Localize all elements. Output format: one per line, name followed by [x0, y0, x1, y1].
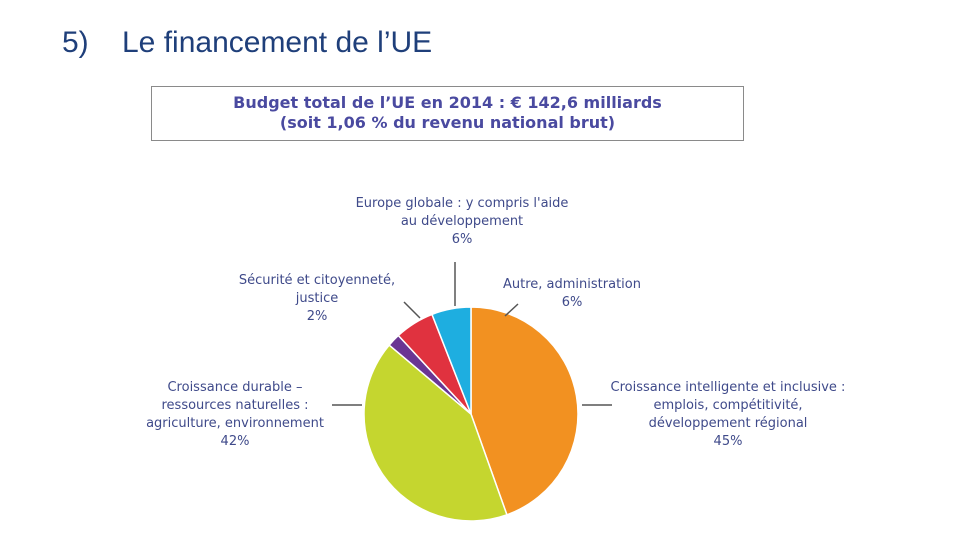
chart-subtitle: (soit 1,06 % du revenu national brut) [279, 113, 616, 132]
slice-label-global-europe: Europe globale : y compris l'aide au dév… [355, 196, 569, 247]
slide-number: 5) [62, 26, 89, 59]
pie-slice-growth-sustainable [363, 344, 508, 522]
leader-line [504, 303, 519, 317]
slice-label-administration: Autre, administration 6% [503, 277, 641, 310]
slice-label-security: Sécurité et citoyenneté, justice 2% [238, 273, 396, 324]
slide-title: 5) Le financement de l’UE [62, 26, 432, 60]
slice-label-growth-sustainable: Croissance durable – ressources naturell… [146, 380, 324, 449]
slice-label-growth-inclusive: Croissance intelligente et inclusive : e… [610, 380, 846, 449]
pie-slice-growth-inclusive [470, 306, 579, 516]
slide-title-text: Le financement de l’UE [122, 26, 433, 59]
chart-title-box: Budget total de l’UE en 2014 : € 142,6 m… [151, 86, 744, 141]
pie-slice-administration [431, 306, 472, 415]
chart-title: Budget total de l’UE en 2014 : € 142,6 m… [233, 93, 662, 112]
leader-line [403, 301, 421, 319]
